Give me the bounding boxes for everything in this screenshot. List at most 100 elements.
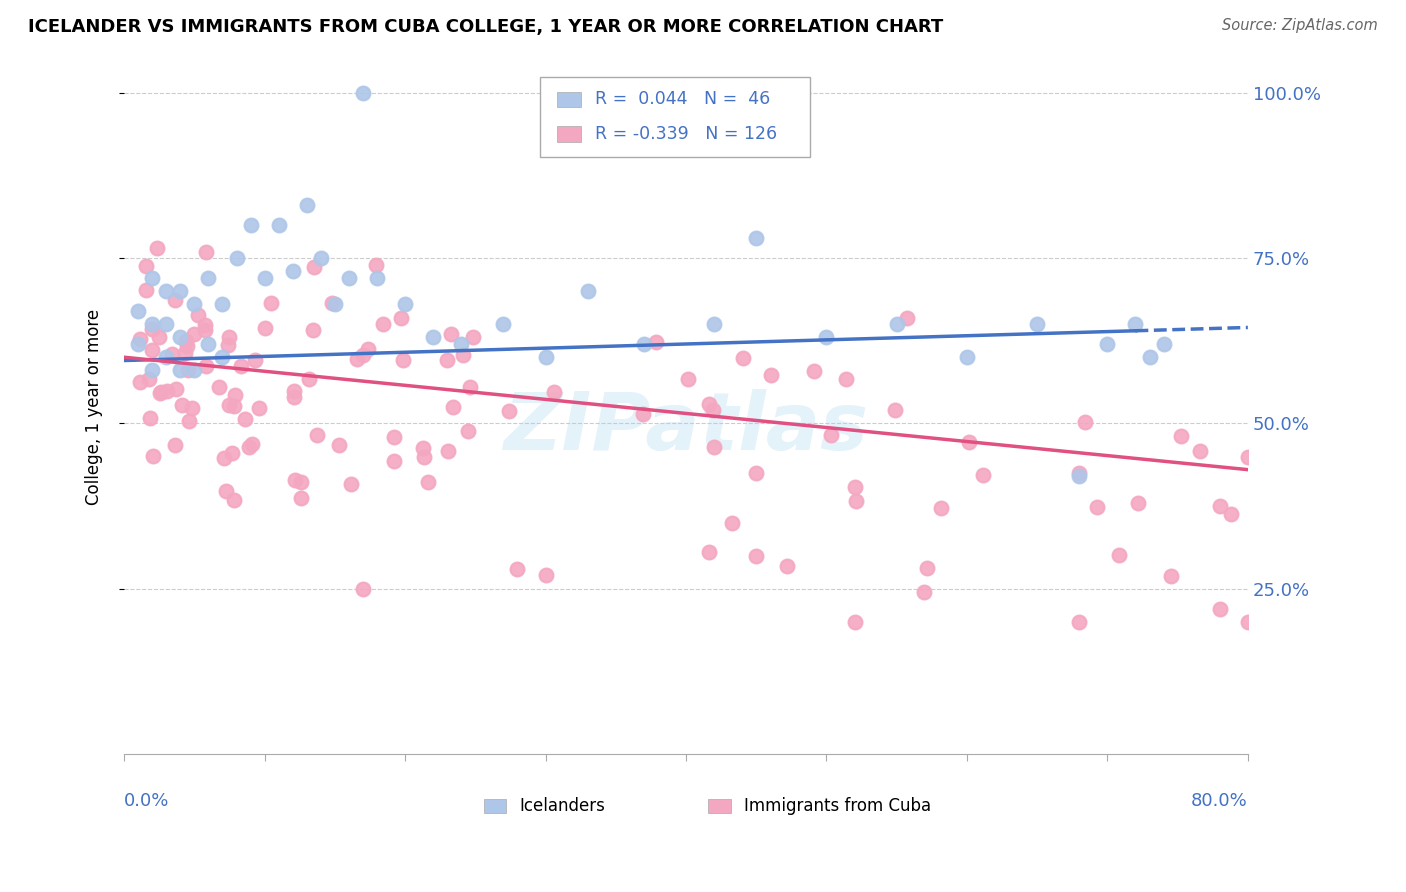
Immigrants from Cuba: [745, 549, 768, 563]
Immigrants from Cuba: [129, 332, 152, 346]
Immigrants from Cuba: [835, 372, 858, 386]
Immigrants from Cuba: [290, 491, 312, 505]
Icelanders: [1026, 317, 1049, 331]
Icelanders: [1153, 337, 1175, 351]
Icelanders: [225, 251, 247, 265]
Immigrants from Cuba: [884, 403, 907, 417]
Icelanders: [155, 350, 177, 364]
Immigrants from Cuba: [222, 492, 245, 507]
Immigrants from Cuba: [389, 310, 412, 325]
Icelanders: [352, 86, 374, 100]
Immigrants from Cuba: [844, 615, 866, 629]
Immigrants from Cuba: [776, 558, 799, 573]
Immigrants from Cuba: [328, 438, 350, 452]
Immigrants from Cuba: [141, 321, 163, 335]
Text: ICELANDER VS IMMIGRANTS FROM CUBA COLLEGE, 1 YEAR OR MORE CORRELATION CHART: ICELANDER VS IMMIGRANTS FROM CUBA COLLEG…: [28, 18, 943, 36]
Immigrants from Cuba: [357, 342, 380, 356]
Immigrants from Cuba: [187, 308, 209, 322]
Immigrants from Cuba: [217, 338, 239, 352]
Immigrants from Cuba: [371, 318, 394, 332]
Y-axis label: College, 1 year or more: College, 1 year or more: [86, 309, 103, 505]
Immigrants from Cuba: [703, 440, 725, 454]
Immigrants from Cuba: [721, 516, 744, 530]
Immigrants from Cuba: [240, 437, 263, 451]
Immigrants from Cuba: [437, 444, 460, 458]
Immigrants from Cuba: [1074, 415, 1097, 429]
Immigrants from Cuba: [382, 454, 405, 468]
Immigrants from Cuba: [436, 353, 458, 368]
Immigrants from Cuba: [702, 403, 724, 417]
Immigrants from Cuba: [1209, 499, 1232, 513]
Immigrants from Cuba: [457, 425, 479, 439]
Icelanders: [211, 350, 233, 364]
Icelanders: [337, 270, 360, 285]
Immigrants from Cuba: [174, 345, 197, 359]
Icelanders: [183, 297, 205, 311]
Immigrants from Cuba: [366, 259, 388, 273]
Immigrants from Cuba: [534, 568, 557, 582]
Icelanders: [281, 264, 304, 278]
Immigrants from Cuba: [298, 372, 321, 386]
Immigrants from Cuba: [224, 388, 246, 402]
Bar: [557, 92, 582, 107]
Immigrants from Cuba: [1237, 615, 1260, 629]
Immigrants from Cuba: [224, 399, 246, 413]
Immigrants from Cuba: [733, 351, 755, 366]
Immigrants from Cuba: [156, 384, 179, 398]
Immigrants from Cuba: [845, 494, 868, 508]
Immigrants from Cuba: [283, 384, 305, 398]
Text: Icelanders: Icelanders: [520, 797, 606, 815]
Immigrants from Cuba: [391, 353, 413, 368]
Immigrants from Cuba: [221, 446, 243, 460]
Immigrants from Cuba: [1209, 601, 1232, 615]
Immigrants from Cuba: [218, 398, 240, 412]
Immigrants from Cuba: [138, 372, 160, 386]
Immigrants from Cuba: [676, 371, 699, 385]
Immigrants from Cuba: [194, 323, 217, 337]
Immigrants from Cuba: [912, 585, 935, 599]
Icelanders: [450, 337, 472, 351]
Icelanders: [703, 317, 725, 331]
Immigrants from Cuba: [163, 293, 186, 307]
Icelanders: [141, 317, 163, 331]
Icelanders: [141, 270, 163, 285]
Icelanders: [633, 337, 655, 351]
Text: R =  0.044   N =  46: R = 0.044 N = 46: [595, 90, 770, 108]
Text: R = -0.339   N = 126: R = -0.339 N = 126: [595, 125, 778, 143]
Bar: [709, 799, 731, 814]
Immigrants from Cuba: [820, 428, 842, 442]
Immigrants from Cuba: [957, 434, 980, 449]
Icelanders: [211, 297, 233, 311]
Immigrants from Cuba: [245, 352, 267, 367]
Immigrants from Cuba: [304, 260, 326, 275]
Immigrants from Cuba: [917, 561, 939, 575]
Immigrants from Cuba: [346, 351, 368, 366]
Icelanders: [1069, 469, 1091, 483]
Immigrants from Cuba: [896, 310, 918, 325]
Immigrants from Cuba: [283, 390, 305, 404]
Icelanders: [1097, 337, 1119, 351]
Icelanders: [127, 337, 149, 351]
Immigrants from Cuba: [146, 241, 169, 255]
Immigrants from Cuba: [352, 582, 374, 596]
Immigrants from Cuba: [177, 363, 200, 377]
Icelanders: [155, 284, 177, 298]
Immigrants from Cuba: [1069, 615, 1091, 629]
Icelanders: [183, 363, 205, 377]
Immigrants from Cuba: [440, 326, 463, 341]
Icelanders: [155, 317, 177, 331]
Icelanders: [956, 350, 979, 364]
Text: Source: ZipAtlas.com: Source: ZipAtlas.com: [1222, 18, 1378, 33]
Immigrants from Cuba: [141, 343, 163, 358]
Immigrants from Cuba: [463, 330, 485, 344]
Icelanders: [745, 231, 768, 245]
Icelanders: [323, 297, 346, 311]
Icelanders: [169, 363, 191, 377]
Immigrants from Cuba: [699, 545, 721, 559]
Icelanders: [1139, 350, 1161, 364]
Immigrants from Cuba: [759, 368, 782, 382]
Icelanders: [239, 218, 262, 232]
Immigrants from Cuba: [176, 339, 198, 353]
Immigrants from Cuba: [218, 330, 240, 344]
Icelanders: [169, 330, 191, 344]
